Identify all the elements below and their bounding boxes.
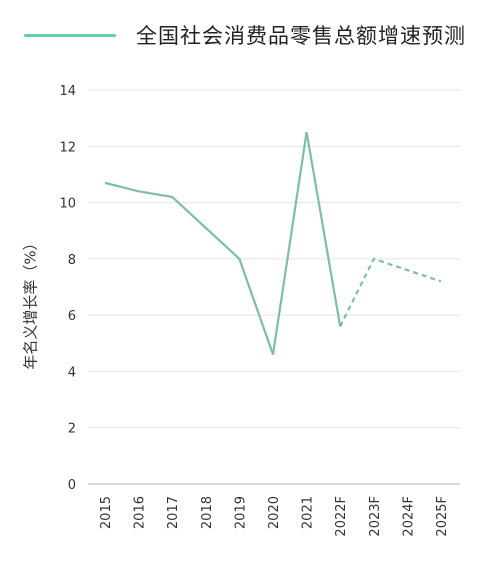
y-tick-label: 10 <box>59 197 76 212</box>
x-tick-label: 2021 <box>301 496 316 529</box>
y-tick-label: 2 <box>68 422 76 437</box>
chart-header: 全国社会消费品零售总额增速预测 <box>0 0 500 70</box>
x-tick-label: 2018 <box>200 496 215 529</box>
x-tick-label: 2019 <box>233 496 248 529</box>
series-line-dashed <box>339 257 442 327</box>
x-tick-label: 2023F <box>368 496 383 537</box>
y-tick-label: 12 <box>59 140 76 155</box>
x-tick-label: 2015 <box>99 496 114 529</box>
x-tick-label: 2017 <box>166 496 181 529</box>
y-tick-label: 8 <box>68 253 76 268</box>
chart-title: 全国社会消费品零售总额增速预测 <box>136 24 466 48</box>
y-tick-label: 6 <box>68 309 76 324</box>
y-tick-label: 4 <box>68 365 76 380</box>
x-tick-label: 2024F <box>401 496 416 537</box>
x-tick-label: 2020 <box>267 496 282 529</box>
x-tick-label: 2016 <box>133 496 148 529</box>
y-tick-labels: 0 2 4 6 8 10 12 14 <box>59 84 76 493</box>
y-tick-label: 0 <box>68 478 76 493</box>
x-tick-label: 2025F <box>435 496 450 537</box>
x-tick-label: 2022F <box>334 496 349 537</box>
grid-lines <box>88 89 460 485</box>
series-line-solid <box>104 132 342 355</box>
title-accent-line <box>24 34 116 37</box>
x-tick-labels: 2015 2016 2017 2018 2019 2020 2021 2022F 2023F 20… <box>99 496 450 537</box>
y-tick-label: 14 <box>59 84 76 99</box>
series-lines <box>104 132 442 355</box>
